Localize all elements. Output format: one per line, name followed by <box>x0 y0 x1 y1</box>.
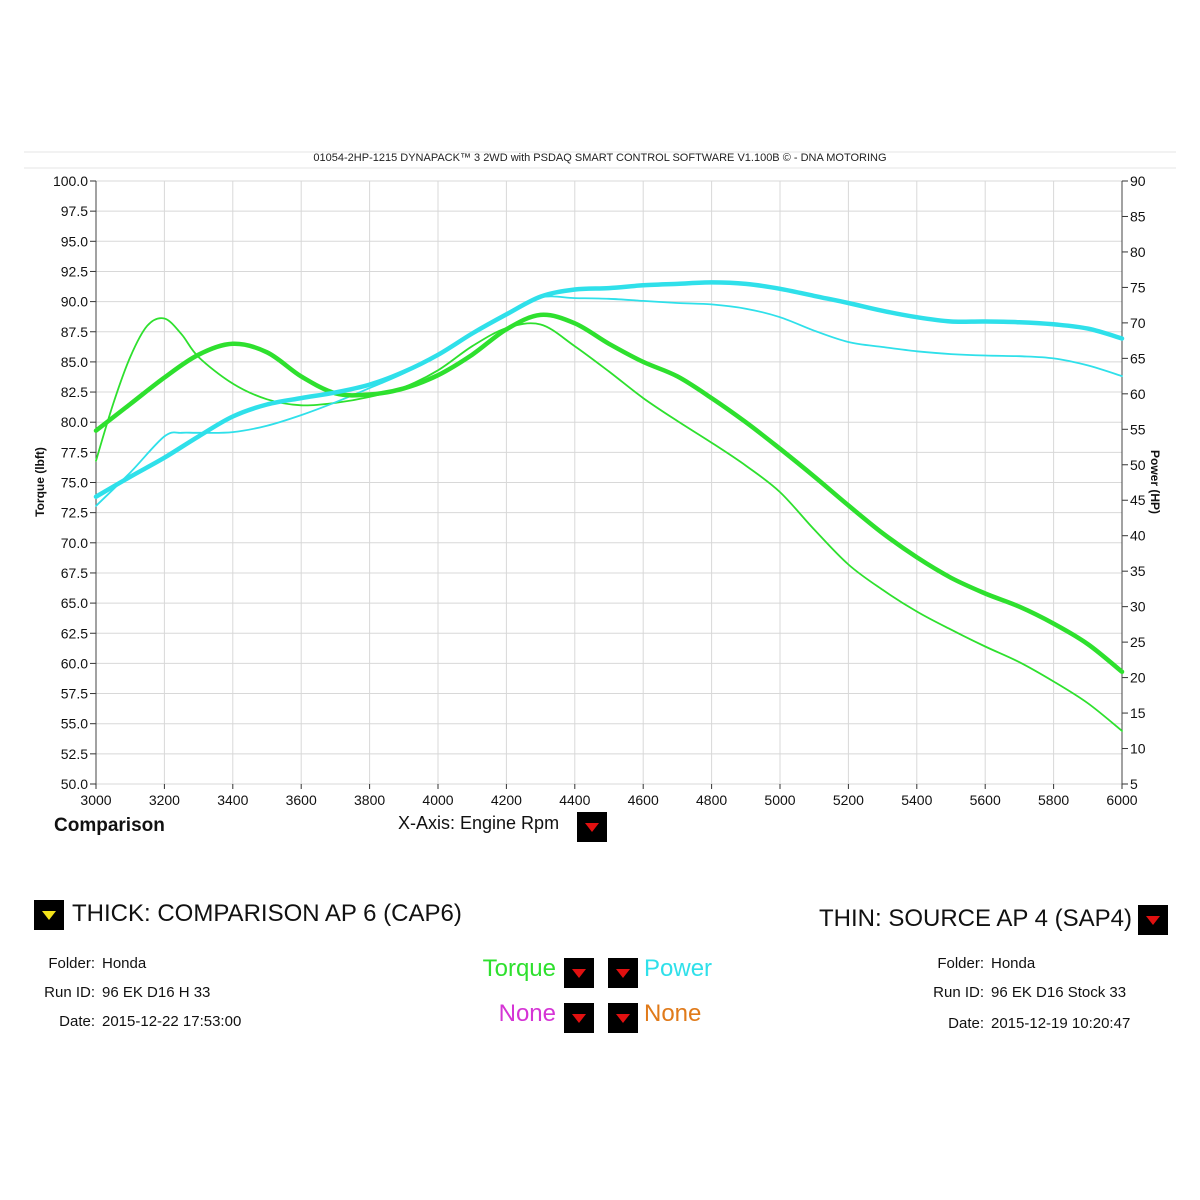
y-axis-left-label: Torque (lbft) <box>33 447 47 517</box>
y-right-tick-label: 40 <box>1130 528 1146 544</box>
y-right-tick-label: 20 <box>1130 670 1146 686</box>
y-left-tick-label: 67.5 <box>61 565 88 581</box>
channel-2-dropdown-button[interactable] <box>608 958 638 988</box>
y-right-tick-label: 45 <box>1130 492 1146 508</box>
chart-title: 01054-2HP-1215 DYNAPACK™ 3 2WD with PSDA… <box>313 152 887 164</box>
grid <box>24 151 1176 785</box>
axes: 50.0 52.5 55.0 57.5 60.0 62.5 65.0 67.5 70.0 72.5… <box>53 173 1146 808</box>
y-left-tick-label: 90.0 <box>61 294 88 310</box>
channel-3-dropdown-button[interactable] <box>564 1003 594 1033</box>
y-right-tick-label: 15 <box>1130 705 1146 721</box>
y-left-tick-label: 85.0 <box>61 354 88 370</box>
y-right-tick-label: 30 <box>1130 599 1146 615</box>
channel-2-label: Power <box>644 955 713 982</box>
y-right-tick-label: 50 <box>1130 457 1146 473</box>
series <box>93 280 1125 732</box>
left-run-id-value: 96 EK D16 H 33 <box>102 984 211 1001</box>
x-tick-label: 5800 <box>1038 792 1069 808</box>
channel-4-label: None <box>644 1000 702 1027</box>
y-right-tick-label: 70 <box>1130 315 1146 331</box>
x-axis-selector-label: X-Axis: Engine Rpm <box>398 813 560 833</box>
y-left-tick-label: 65.0 <box>61 595 88 611</box>
right-folder-label: Folder: <box>937 955 984 972</box>
y-left-tick-label: 77.5 <box>61 444 88 460</box>
channel-1-dropdown-button[interactable] <box>564 958 594 988</box>
y-right-tick-label: 85 <box>1130 208 1146 224</box>
right-date-value: 2015-12-19 10:20:47 <box>991 1015 1131 1032</box>
y-left-tick-label: 100.0 <box>53 173 88 189</box>
y-left-tick-label: 80.0 <box>61 414 88 430</box>
right-run-id-value: 96 EK D16 Stock 33 <box>991 984 1127 1001</box>
right-date-label: Date: <box>948 1015 984 1032</box>
comparison-label: Comparison <box>54 815 165 836</box>
x-tick-label: 3000 <box>80 792 111 808</box>
y-right-tick-label: 25 <box>1130 634 1146 650</box>
x-tick-label: 3800 <box>354 792 385 808</box>
y-right-tick-label: 55 <box>1130 421 1146 437</box>
y-left-tick-label: 60.0 <box>61 655 88 671</box>
y-axis-right-label: Power (HP) <box>1148 450 1162 514</box>
x-tick-label: 5600 <box>970 792 1001 808</box>
y-right-tick-label: 5 <box>1130 776 1138 792</box>
y-right-tick-label: 60 <box>1130 386 1146 402</box>
thin-run-dropdown-button[interactable] <box>1138 905 1168 935</box>
y-left-tick-label: 82.5 <box>61 384 88 400</box>
right-run-id-label: Run ID: <box>933 984 984 1001</box>
y-left-tick-label: 92.5 <box>61 263 88 279</box>
y-left-tick-label: 62.5 <box>61 625 88 641</box>
y-left-tick-label: 95.0 <box>61 233 88 249</box>
x-axis-dropdown-button[interactable] <box>577 812 607 842</box>
channel-4-dropdown-button[interactable] <box>608 1003 638 1033</box>
x-tick-label: 5000 <box>764 792 795 808</box>
y-right-tick-label: 90 <box>1130 173 1146 189</box>
left-date-label: Date: <box>59 1013 95 1030</box>
x-tick-label: 4200 <box>491 792 522 808</box>
y-right-tick-label: 80 <box>1130 244 1146 260</box>
x-tick-label: 4400 <box>559 792 590 808</box>
y-right-tick-label: 10 <box>1130 741 1146 757</box>
left-date-value: 2015-12-22 17:53:00 <box>102 1013 242 1030</box>
x-tick-label: 5400 <box>901 792 932 808</box>
x-tick-label: 3400 <box>217 792 248 808</box>
x-tick-label: 4600 <box>628 792 659 808</box>
left-run-id-label: Run ID: <box>44 984 95 1001</box>
right-folder-value: Honda <box>991 955 1036 972</box>
thick-torque-line <box>93 312 1125 675</box>
left-folder-label: Folder: <box>48 955 95 972</box>
x-tick-label: 4800 <box>696 792 727 808</box>
x-tick-label: 3200 <box>149 792 180 808</box>
thick-run-label: THICK: COMPARISON AP 6 (CAP6) <box>72 900 462 927</box>
y-left-tick-label: 55.0 <box>61 716 88 732</box>
y-left-tick-label: 75.0 <box>61 475 88 491</box>
thick-run-dropdown-button[interactable] <box>34 900 64 930</box>
y-left-tick-label: 70.0 <box>61 535 88 551</box>
x-tick-label: 6000 <box>1106 792 1137 808</box>
x-tick-label: 4000 <box>422 792 453 808</box>
x-tick-label: 5200 <box>833 792 864 808</box>
thin-power-line <box>95 295 1123 507</box>
y-left-tick-label: 72.5 <box>61 505 88 521</box>
y-right-tick-label: 65 <box>1130 350 1146 366</box>
y-left-tick-label: 57.5 <box>61 686 88 702</box>
y-left-tick-label: 97.5 <box>61 203 88 219</box>
y-left-tick-label: 52.5 <box>61 746 88 762</box>
thin-run-label: THIN: SOURCE AP 4 (SAP4) <box>819 905 1132 932</box>
channel-1-label: Torque <box>482 955 556 982</box>
x-tick-label: 3600 <box>286 792 317 808</box>
thin-torque-line <box>95 317 1123 732</box>
thick-power-line <box>93 280 1125 499</box>
channel-3-label: None <box>498 1000 556 1027</box>
y-left-tick-label: 87.5 <box>61 324 88 340</box>
y-left-tick-label: 50.0 <box>61 776 88 792</box>
left-folder-value: Honda <box>102 955 147 972</box>
y-right-tick-label: 35 <box>1130 563 1146 579</box>
y-right-tick-label: 75 <box>1130 279 1146 295</box>
